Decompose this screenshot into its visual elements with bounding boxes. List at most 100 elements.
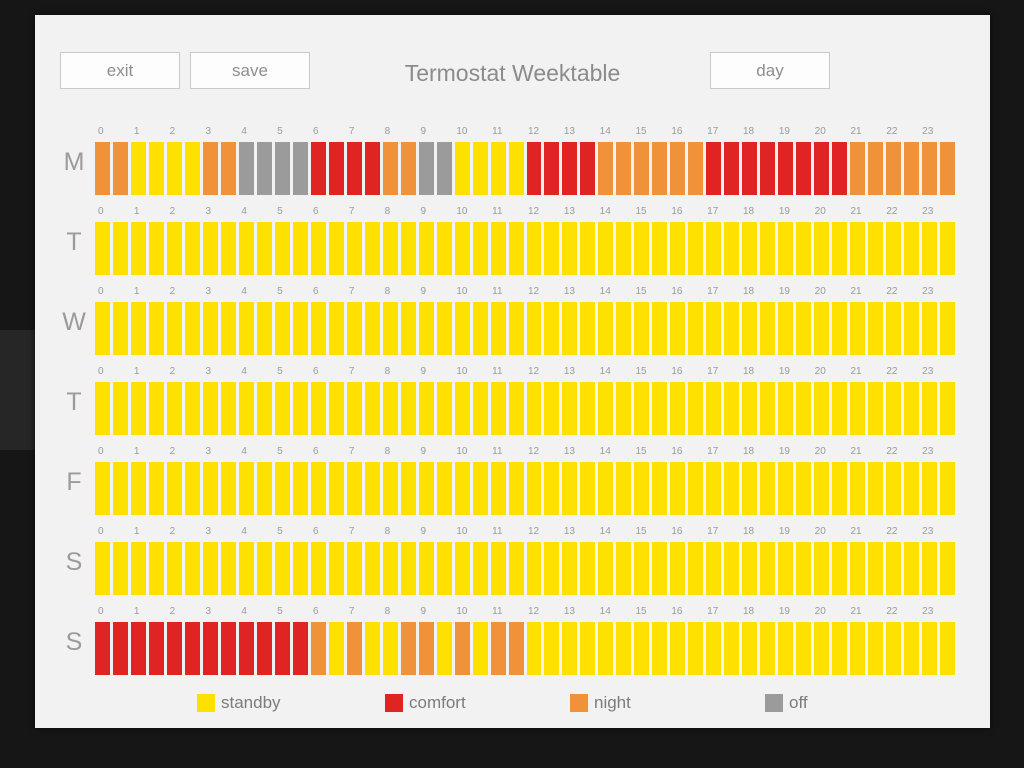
timeslot-cell-standby[interactable] [310,302,326,355]
timeslot-cell-standby[interactable] [130,542,146,595]
timeslot-cell-standby[interactable] [706,462,722,515]
timeslot-cell-standby[interactable] [508,382,524,435]
timeslot-cell-standby[interactable] [382,302,398,355]
timeslot-cell-standby[interactable] [526,462,542,515]
timeslot-cell-comfort[interactable] [238,622,254,675]
timeslot-cell-standby[interactable] [598,222,614,275]
timeslot-cell-standby[interactable] [95,222,110,275]
timeslot-cell-standby[interactable] [166,542,182,595]
timeslot-cell-standby[interactable] [382,382,398,435]
timeslot-cell-standby[interactable] [832,462,848,515]
timeslot-cell-off[interactable] [238,142,254,195]
timeslot-cell-standby[interactable] [688,542,704,595]
timeslot-cell-standby[interactable] [508,222,524,275]
timeslot-cell-standby[interactable] [868,462,884,515]
timeslot-cell-standby[interactable] [292,302,308,355]
timeslot-cell-standby[interactable] [526,382,542,435]
timeslot-cell-standby[interactable] [796,542,812,595]
timeslot-cell-standby[interactable] [256,542,272,595]
timeslot-cell-standby[interactable] [346,302,362,355]
timeslot-cell-standby[interactable] [706,542,722,595]
timeslot-cell-standby[interactable] [346,542,362,595]
timeslot-cell-standby[interactable] [436,622,452,675]
timeslot-cell-standby[interactable] [382,622,398,675]
timeslot-cell-standby[interactable] [508,542,524,595]
timeslot-cell-standby[interactable] [850,622,866,675]
timeslot-cell-comfort[interactable] [778,142,794,195]
timeslot-cell-night[interactable] [598,142,614,195]
timeslot-cell-standby[interactable] [238,382,254,435]
timeslot-cell-standby[interactable] [814,622,830,675]
timeslot-cell-night[interactable] [418,622,434,675]
timeslot-cell-standby[interactable] [544,622,560,675]
timeslot-cell-standby[interactable] [202,542,218,595]
timeslot-cell-standby[interactable] [274,382,290,435]
timeslot-cell-off[interactable] [436,142,452,195]
timeslot-cell-standby[interactable] [778,462,794,515]
timeslot-cell-standby[interactable] [112,302,128,355]
timeslot-cell-comfort[interactable] [832,142,848,195]
timeslot-cell-standby[interactable] [922,302,938,355]
timeslot-cell-standby[interactable] [652,382,668,435]
timeslot-cell-standby[interactable] [310,382,326,435]
timeslot-cell-standby[interactable] [490,462,506,515]
timeslot-cell-standby[interactable] [400,462,416,515]
timeslot-cell-standby[interactable] [904,622,920,675]
timeslot-cell-standby[interactable] [814,542,830,595]
timeslot-cell-standby[interactable] [328,302,344,355]
timeslot-cell-standby[interactable] [670,382,686,435]
timeslot-cell-standby[interactable] [130,302,146,355]
timeslot-cell-standby[interactable] [652,302,668,355]
timeslot-cell-night[interactable] [652,142,668,195]
timeslot-cell-standby[interactable] [328,542,344,595]
timeslot-cell-standby[interactable] [472,382,488,435]
timeslot-cell-off[interactable] [274,142,290,195]
timeslot-cell-standby[interactable] [292,382,308,435]
timeslot-cell-standby[interactable] [256,382,272,435]
timeslot-cell-standby[interactable] [850,462,866,515]
timeslot-cell-standby[interactable] [886,542,902,595]
timeslot-cell-standby[interactable] [634,382,650,435]
timeslot-cell-comfort[interactable] [346,142,362,195]
timeslot-cell-standby[interactable] [922,622,938,675]
timeslot-cell-standby[interactable] [400,222,416,275]
timeslot-cell-standby[interactable] [868,382,884,435]
timeslot-cell-night[interactable] [850,142,866,195]
timeslot-cell-standby[interactable] [148,142,164,195]
timeslot-cell-standby[interactable] [436,542,452,595]
timeslot-cell-comfort[interactable] [796,142,812,195]
timeslot-cell-standby[interactable] [418,222,434,275]
timeslot-cell-standby[interactable] [166,142,182,195]
timeslot-cell-standby[interactable] [364,302,380,355]
timeslot-cell-standby[interactable] [310,462,326,515]
timeslot-cell-standby[interactable] [526,622,542,675]
timeslot-cell-standby[interactable] [490,222,506,275]
timeslot-cell-comfort[interactable] [220,622,236,675]
timeslot-cell-standby[interactable] [850,542,866,595]
timeslot-cell-comfort[interactable] [130,622,146,675]
timeslot-cell-standby[interactable] [328,622,344,675]
timeslot-cell-standby[interactable] [724,302,740,355]
timeslot-cell-standby[interactable] [940,222,955,275]
timeslot-cell-standby[interactable] [940,302,955,355]
timeslot-cell-standby[interactable] [778,222,794,275]
timeslot-cell-standby[interactable] [472,462,488,515]
timeslot-cell-night[interactable] [95,142,110,195]
timeslot-cell-comfort[interactable] [706,142,722,195]
timeslot-cell-standby[interactable] [526,222,542,275]
timeslot-cell-standby[interactable] [850,382,866,435]
timeslot-cell-standby[interactable] [886,462,902,515]
timeslot-cell-standby[interactable] [274,222,290,275]
day-button[interactable]: day [710,52,830,89]
timeslot-cell-standby[interactable] [166,382,182,435]
timeslot-cell-standby[interactable] [166,462,182,515]
timeslot-cell-comfort[interactable] [544,142,560,195]
timeslot-cell-standby[interactable] [742,622,758,675]
timeslot-cell-standby[interactable] [274,462,290,515]
timeslot-cell-standby[interactable] [616,622,632,675]
timeslot-cell-night[interactable] [634,142,650,195]
timeslot-cell-standby[interactable] [742,462,758,515]
timeslot-cell-standby[interactable] [940,382,955,435]
timeslot-cell-standby[interactable] [544,462,560,515]
timeslot-cell-standby[interactable] [922,222,938,275]
